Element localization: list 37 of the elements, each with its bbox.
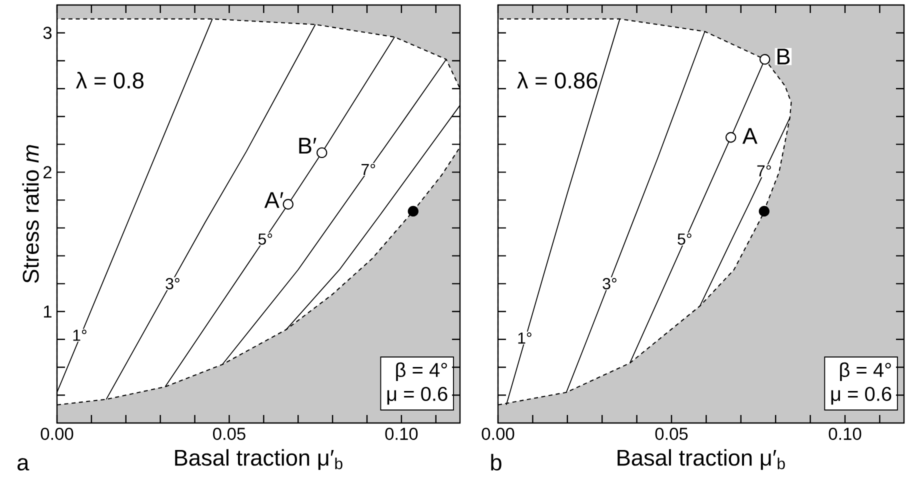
y-axis-title: Stress ratio m	[22, 145, 39, 283]
x-tick-label: 0.10	[385, 428, 418, 440]
x-tick-label: 0.00	[40, 428, 74, 440]
annotation: B	[778, 48, 790, 64]
text: a	[18, 458, 30, 471]
annotation: μ = 0.6	[387, 386, 448, 405]
annotation: β = 4°	[840, 362, 891, 381]
annotation: μ = 0.6	[831, 386, 892, 405]
line-series	[106, 24, 316, 400]
annotation: 5°	[258, 233, 272, 245]
annotation: B′	[299, 138, 316, 154]
x-tick-label: 0.10	[828, 428, 862, 440]
annotation: 3°	[602, 278, 616, 290]
annotation: A′	[264, 192, 284, 208]
annotation: λ = 0.8	[76, 72, 144, 89]
text: b	[491, 454, 502, 471]
line-series	[164, 36, 396, 388]
annotation: 1°	[73, 330, 86, 341]
annotation: β = 4°	[396, 362, 447, 381]
annotation: A	[742, 128, 758, 144]
y-tick-label: 1	[44, 306, 52, 318]
x-axis-title: Basal traction μ′$_{b}$	[618, 449, 785, 470]
y-tick-label: 2	[44, 166, 52, 178]
annotation: 5°	[678, 233, 692, 245]
x-tick-label: 0.00	[482, 428, 514, 440]
x-tick-label: 0.05	[213, 428, 246, 440]
annotation: λ = 0.86	[517, 72, 598, 89]
annotation: 7°	[362, 164, 376, 175]
x-axis-title: Basal traction μ′$_{b}$	[175, 449, 342, 470]
x-tick-label: 0.05	[655, 428, 688, 440]
y-tick-label: 3	[43, 26, 52, 40]
annotation: 1°	[518, 332, 532, 344]
annotation: 7°	[757, 165, 771, 176]
point	[316, 147, 328, 158]
point	[408, 206, 418, 217]
annotation: 3°	[166, 278, 180, 290]
point	[282, 198, 294, 210]
